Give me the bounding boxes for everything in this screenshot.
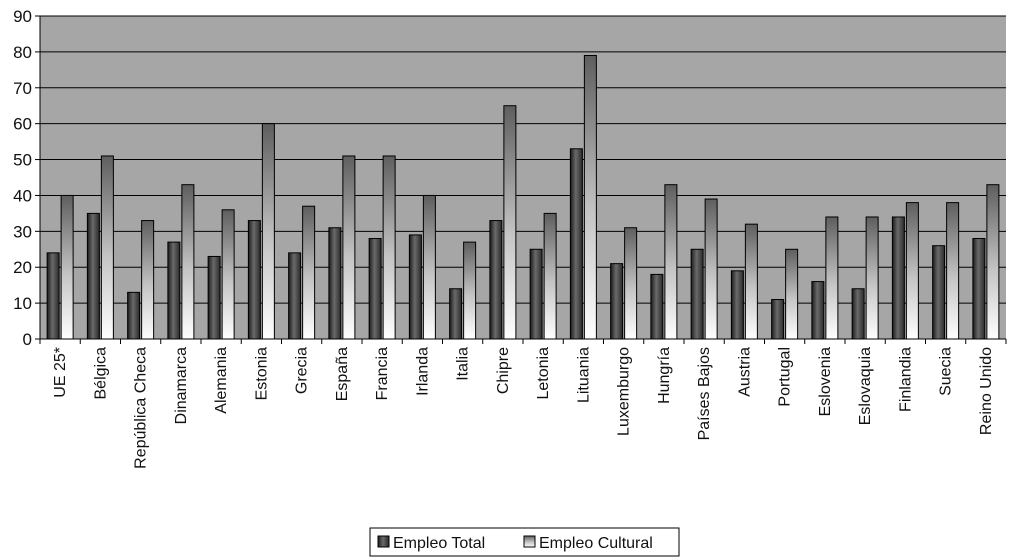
bar-empleo-total [449,288,463,340]
x-category-label: Francia [374,347,391,400]
x-category-label: Finlandia [897,347,914,412]
bar-empleo-cultural [302,205,316,340]
bar-empleo-cultural [141,220,155,340]
bar-empleo-total [650,273,664,340]
x-category-label: Estonia [253,347,270,400]
bar-empleo-total [489,220,503,340]
x-category-label: Letonia [535,347,552,400]
bar-empleo-cultural [744,223,758,340]
gridlines [40,15,1006,304]
bar-empleo-total [771,299,785,340]
bar-empleo-total [207,255,221,340]
bar-empleo-total [569,148,583,340]
x-category-label: Chipre [495,347,512,394]
bar-empleo-cultural [422,194,436,340]
bar-empleo-cultural [60,194,74,340]
bar-empleo-cultural [261,123,275,340]
y-tick-label: 10 [13,294,32,313]
bar-empleo-total [610,263,624,340]
y-tick-label: 0 [23,330,32,349]
y-axis: 0 10 20 30 40 50 60 70 80 90 [13,7,41,349]
x-category-label: Eslovenia [817,347,834,416]
x-category-label: Dinamarca [173,347,190,424]
x-category-label: Bélgica [92,347,109,400]
x-category-label: UE 25* [52,347,69,398]
x-category-label: España [334,347,351,401]
x-category-label: Eslovaquia [857,347,874,425]
plot-area [40,16,1006,339]
x-category-label: Portugal [777,347,794,407]
bar-empleo-total [86,212,100,340]
bar-empleo-cultural [221,209,235,340]
bar-empleo-cultural [704,198,718,340]
x-category-label: Suecia [938,347,955,396]
x-category-label: Luxemburgo [616,347,633,436]
legend: Empleo Total Empleo Cultural [369,527,680,557]
bar-empleo-total [972,238,986,340]
legend-swatch-empleo-cultural [523,535,536,548]
bar-empleo-total [368,238,382,340]
bar-empleo-total [328,227,342,340]
bar-empleo-cultural [382,155,396,340]
bar-empleo-total [730,270,744,340]
bar-empleo-total [127,291,141,340]
bar-empleo-cultural [865,216,879,340]
bar-empleo-cultural [463,241,477,340]
x-category-label: Austria [736,347,753,397]
y-tick-label: 80 [13,43,32,62]
bar-empleo-total [167,241,181,340]
x-category-label: Países Bajos [696,347,713,440]
bar-empleo-cultural [100,155,114,340]
x-category-label: República Checa [133,347,150,469]
y-tick-label: 50 [13,151,32,170]
bar-empleo-total [891,216,905,340]
x-category-label: Alemania [213,347,230,414]
x-category-label: Lituania [575,347,592,403]
y-tick-label: 70 [13,79,32,98]
bar-empleo-total [690,248,704,340]
bar-empleo-cultural [543,212,557,340]
legend-label-empleo-total: Empleo Total [393,535,485,552]
bar-empleo-total [247,220,261,340]
y-tick-label: 20 [13,258,32,277]
y-tick-label: 60 [13,115,32,134]
x-axis: UE 25* Bélgica República Checa Dinamarca Ale… [39,338,1007,469]
x-category-label: Reino Unido [978,347,995,435]
legend-swatch-empleo-total [377,535,390,548]
bar-empleo-cultural [181,184,195,340]
bar-empleo-total [851,288,865,340]
bar-empleo-cultural [946,202,960,340]
bar-empleo-cultural [503,105,517,340]
x-category-label: Grecia [294,347,311,394]
bar-empleo-cultural [624,227,638,340]
y-tick-label: 90 [13,7,32,26]
bar-empleo-total [46,252,60,340]
bar-empleo-cultural [785,248,799,340]
legend-label-empleo-cultural: Empleo Cultural [539,535,653,552]
bar-empleo-total [288,252,302,340]
bar-empleo-total [529,248,543,340]
bar-empleo-cultural [664,184,678,340]
bar-empleo-total [811,281,825,340]
bars [46,54,1000,340]
bar-empleo-cultural [905,202,919,340]
x-category-label: Italia [455,347,472,381]
bar-empleo-cultural [342,155,356,340]
y-tick-label: 30 [13,222,32,241]
bar-empleo-cultural [583,54,597,340]
bar-empleo-cultural [825,216,839,340]
bar-empleo-total [932,245,946,340]
y-tick-label: 40 [13,186,32,205]
x-category-label: Irlanda [414,347,431,396]
x-category-label: Hungría [656,347,673,404]
bar-empleo-cultural [986,184,1000,340]
bar-empleo-total [408,234,422,340]
